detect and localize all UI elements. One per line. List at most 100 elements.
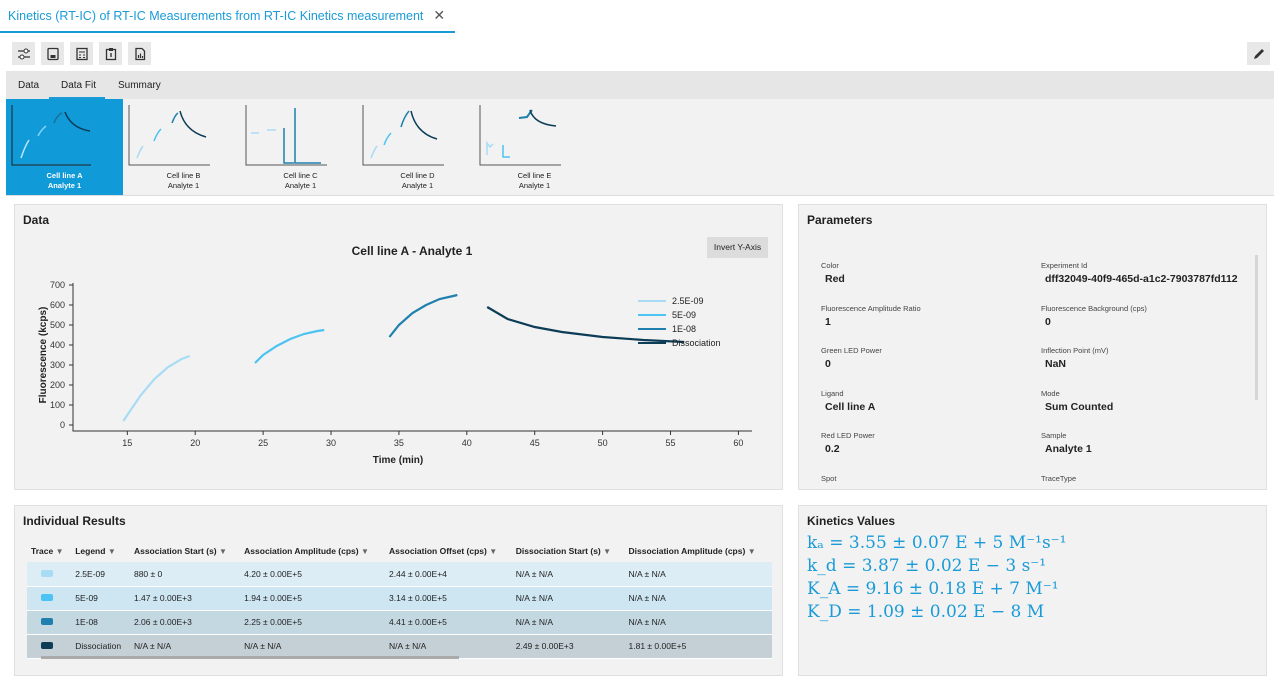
- table-horizontal-scrollbar[interactable]: [41, 656, 459, 659]
- parameter-label: TraceType: [1041, 473, 1077, 483]
- filter-icon[interactable]: ▼: [107, 547, 116, 556]
- series-line-2.5E-09: [122, 354, 191, 422]
- thumbnail-strip: Cell line A Analyte 1 Cell line B Analyte …: [6, 99, 1274, 196]
- table-row[interactable]: 5E-09 1.47 ± 0.00E+3 1.94 ± 0.00E+5 3.14 ± …: [27, 586, 772, 611]
- invert-y-axis-button[interactable]: Invert Y-Axis: [707, 237, 768, 258]
- parameter-value: Cell line A: [825, 400, 876, 413]
- filter-icon[interactable]: ▼: [55, 547, 64, 556]
- clipboard-icon[interactable]: [99, 42, 122, 65]
- column-header-label: Association Start (s): [133, 546, 217, 556]
- trace-color-swatch: [41, 642, 53, 649]
- y-tick-label: 700: [50, 280, 65, 290]
- report-icon[interactable]: [128, 42, 151, 65]
- thumbnail-cell-line-c[interactable]: Cell line C Analyte 1: [242, 99, 359, 195]
- thumbnail-sublabel: Analyte 1: [284, 181, 317, 190]
- column-header[interactable]: Association Start (s) ▼: [130, 540, 240, 562]
- y-tick-label: 600: [50, 300, 65, 310]
- parameter-value: NaN: [1045, 358, 1067, 370]
- data-panel: Data Invert Y-Axis Cell line A - Analyte…: [14, 204, 783, 490]
- chart-title: Cell line A - Analyte 1: [352, 244, 473, 258]
- table-cell: 1.81 ± 0.00E+5: [624, 634, 772, 659]
- table-cell: 2.5E-09: [71, 562, 130, 587]
- filter-icon[interactable]: ▼: [219, 547, 227, 556]
- save-icon[interactable]: [41, 42, 64, 65]
- individual-results-panel: Individual Results Trace ▼ Legend ▼ Associ…: [14, 505, 783, 676]
- table-cell: 4.41 ± 0.00E+5: [385, 610, 512, 635]
- table-row[interactable]: 2.5E-09 880 ± 0 4.20 ± 0.00E+5 2.44 ± 0.00E…: [27, 562, 772, 587]
- filter-icon[interactable]: ▼: [747, 547, 756, 556]
- pencil-icon[interactable]: [1247, 42, 1270, 65]
- kinetics-chart: Cell line A - Analyte 1 Time (min) Fluor…: [38, 244, 752, 466]
- trace-color-swatch: [41, 569, 53, 577]
- filter-icon[interactable]: ▼: [603, 547, 612, 556]
- table-cell: 1E-08: [71, 610, 130, 635]
- parameter-label: Experiment Id: [1041, 261, 1088, 270]
- results-title: Individual Results: [23, 514, 126, 528]
- active-tab-indicator: [49, 97, 105, 99]
- legend-label: 5E-09: [672, 310, 696, 320]
- filter-icon[interactable]: ▼: [360, 547, 369, 556]
- trace-color-swatch: [41, 618, 53, 625]
- table-cell: 2.25 ± 0.00E+5: [240, 610, 386, 635]
- table-cell: 5E-09: [71, 586, 130, 611]
- thumbnail-cell-line-e[interactable]: Cell line E Analyte 1: [476, 99, 593, 195]
- series-line-1E-08: [388, 293, 458, 338]
- results-table: Trace ▼ Legend ▼ Association Start (s) ▼ As…: [27, 540, 772, 659]
- thumbnail-cell-line-d[interactable]: Cell line D Analyte 1: [359, 99, 476, 195]
- table-cell: N/A ± N/A: [624, 562, 772, 587]
- y-axis-label: Fluorescence (kcps): [38, 307, 49, 404]
- column-header[interactable]: Dissociation Start (s) ▼: [512, 540, 625, 562]
- kinetics-values-panel: Kinetics Values kₐ = 3.55 ± 0.07 E + 5 M…: [798, 505, 1267, 676]
- parameters-scrollbar[interactable]: [1255, 255, 1258, 400]
- y-tick-label: 500: [50, 320, 65, 330]
- table-cell: 1.94 ± 0.00E+5: [240, 586, 386, 611]
- table-cell: N/A ± N/A: [624, 610, 772, 635]
- column-header[interactable]: Dissociation Amplitude (cps) ▼: [625, 540, 773, 562]
- thumbnail-chart: [479, 105, 561, 166]
- column-header[interactable]: Association Offset (cps) ▼: [385, 540, 512, 562]
- table-row[interactable]: Dissociation N/A ± N/A N/A ± N/A N/A ± N/A 2…: [27, 634, 772, 659]
- x-tick-label: 55: [666, 438, 676, 448]
- table-cell: N/A ± N/A: [511, 562, 625, 587]
- x-tick-label: 20: [190, 438, 200, 448]
- column-header[interactable]: Trace ▼: [27, 540, 71, 562]
- tab-data[interactable]: Data: [18, 80, 40, 91]
- parameter-label: Green LED Power: [821, 346, 882, 355]
- parameter-label: Mode: [1041, 388, 1060, 398]
- thumbnail-label: Cell line E: [517, 171, 552, 180]
- thumbnail-cell-line-b[interactable]: Cell line B Analyte 1: [125, 99, 242, 195]
- thumbnail-chart: [11, 105, 91, 166]
- thumbnail-chart: [245, 105, 327, 166]
- kd-value: k_d = 3.87 ± 0.02 E − 3 s⁻¹: [807, 556, 1047, 576]
- kinetics-title: Kinetics Values: [807, 514, 896, 528]
- filter-icon[interactable]: ▼: [489, 547, 498, 556]
- y-tick-label: 0: [60, 420, 65, 430]
- series-line-Dissociation: [486, 306, 685, 344]
- parameter-label: Color: [821, 261, 839, 270]
- thumbnail-label: Cell line A: [46, 171, 83, 180]
- table-cell: N/A ± N/A: [129, 634, 241, 659]
- parameter-value: Sum Counted: [1045, 400, 1114, 413]
- thumbnail-cell-line-a[interactable]: Cell line A Analyte 1: [6, 99, 123, 195]
- thumbnail-label: Cell line C: [283, 171, 318, 180]
- tab-summary[interactable]: Summary: [118, 80, 161, 91]
- settings-sliders-icon[interactable]: [12, 42, 35, 65]
- column-header-label: Trace: [31, 546, 54, 556]
- column-header[interactable]: Association Amplitude (cps) ▼: [240, 540, 385, 562]
- legend-label: Dissociation: [672, 338, 721, 348]
- parameter-value: 1: [825, 315, 831, 328]
- tab-data-fit[interactable]: Data Fit: [61, 80, 97, 91]
- calculator-icon[interactable]: [70, 42, 93, 65]
- trace-color-swatch: [41, 594, 53, 601]
- y-tick-label: 200: [50, 380, 65, 390]
- column-header-label: Dissociation Amplitude (cps): [628, 546, 746, 556]
- table-cell: 2.06 ± 0.00E+3: [129, 610, 241, 635]
- document-tab[interactable]: Kinetics (RT-IC) of RT-IC Measurements f…: [0, 0, 456, 33]
- table-cell: N/A ± N/A: [511, 586, 625, 611]
- close-icon[interactable]: ✕: [433, 7, 446, 23]
- table-row[interactable]: 1E-08 2.06 ± 0.00E+3 2.25 ± 0.00E+5 4.41 ± …: [27, 610, 772, 635]
- column-header-label: Dissociation Start (s): [515, 546, 601, 556]
- column-header[interactable]: Legend ▼: [71, 540, 130, 562]
- parameter-value: 0: [1045, 315, 1051, 328]
- x-tick-label: 45: [530, 438, 540, 448]
